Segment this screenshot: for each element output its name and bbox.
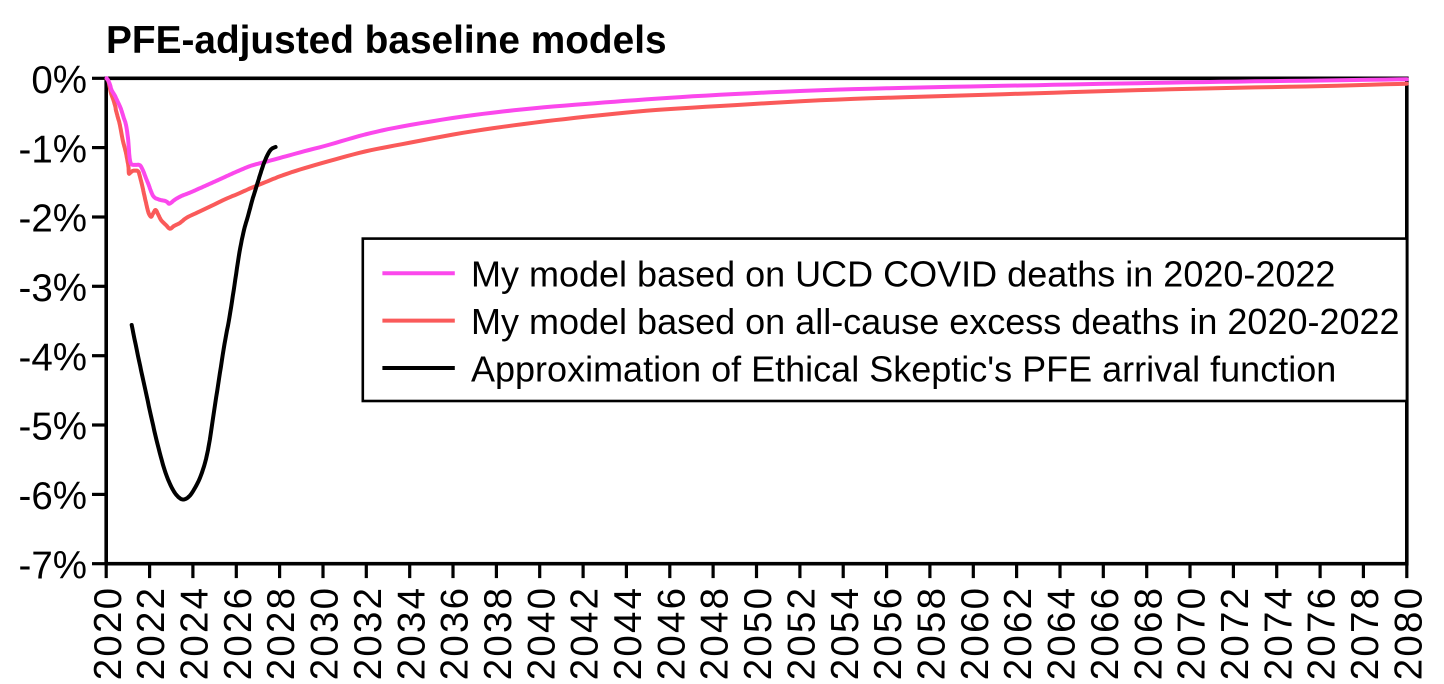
svg-text:-7%: -7%: [19, 544, 87, 587]
svg-text:2036: 2036: [434, 586, 477, 680]
svg-text:2060: 2060: [954, 586, 997, 680]
svg-text:2040: 2040: [520, 586, 563, 680]
svg-text:2056: 2056: [867, 586, 910, 680]
svg-text:2026: 2026: [217, 586, 260, 680]
svg-text:PFE-adjusted baseline models: PFE-adjusted baseline models: [106, 19, 667, 62]
svg-text:-1%: -1%: [19, 128, 87, 171]
svg-text:2058: 2058: [911, 586, 954, 680]
svg-text:2054: 2054: [824, 586, 867, 680]
svg-text:My model based on all-cause ex: My model based on all-cause excess death…: [471, 301, 1400, 342]
svg-text:2044: 2044: [607, 586, 650, 680]
svg-text:2034: 2034: [390, 586, 433, 680]
svg-text:2048: 2048: [694, 586, 737, 680]
svg-text:-3%: -3%: [19, 267, 87, 310]
svg-text:Approximation of Ethical Skept: Approximation of Ethical Skeptic's PFE a…: [471, 348, 1336, 389]
svg-text:2074: 2074: [1257, 586, 1300, 680]
svg-text:2050: 2050: [737, 586, 780, 680]
svg-text:2078: 2078: [1344, 586, 1387, 680]
svg-text:-2%: -2%: [19, 198, 87, 241]
svg-text:-4%: -4%: [19, 336, 87, 379]
svg-text:2080: 2080: [1387, 586, 1430, 680]
svg-text:2062: 2062: [997, 586, 1040, 680]
svg-text:2070: 2070: [1171, 586, 1214, 680]
svg-text:2032: 2032: [347, 586, 390, 680]
svg-text:2068: 2068: [1127, 586, 1170, 680]
svg-text:My model based on UCD COVID de: My model based on UCD COVID deaths in 20…: [471, 254, 1335, 295]
svg-text:2064: 2064: [1041, 586, 1084, 680]
svg-text:2020: 2020: [87, 586, 130, 680]
svg-text:2072: 2072: [1214, 586, 1257, 680]
svg-text:2046: 2046: [650, 586, 693, 680]
svg-text:2028: 2028: [260, 586, 303, 680]
svg-text:2024: 2024: [174, 586, 217, 680]
svg-text:2076: 2076: [1301, 586, 1344, 680]
svg-text:2022: 2022: [130, 586, 173, 680]
svg-text:-6%: -6%: [19, 475, 87, 518]
svg-text:2030: 2030: [304, 586, 347, 680]
svg-text:0%: 0%: [31, 59, 87, 102]
svg-text:2066: 2066: [1084, 586, 1127, 680]
svg-text:2038: 2038: [477, 586, 520, 680]
svg-text:-5%: -5%: [19, 406, 87, 449]
svg-text:2042: 2042: [564, 586, 607, 680]
svg-text:2052: 2052: [781, 586, 824, 680]
